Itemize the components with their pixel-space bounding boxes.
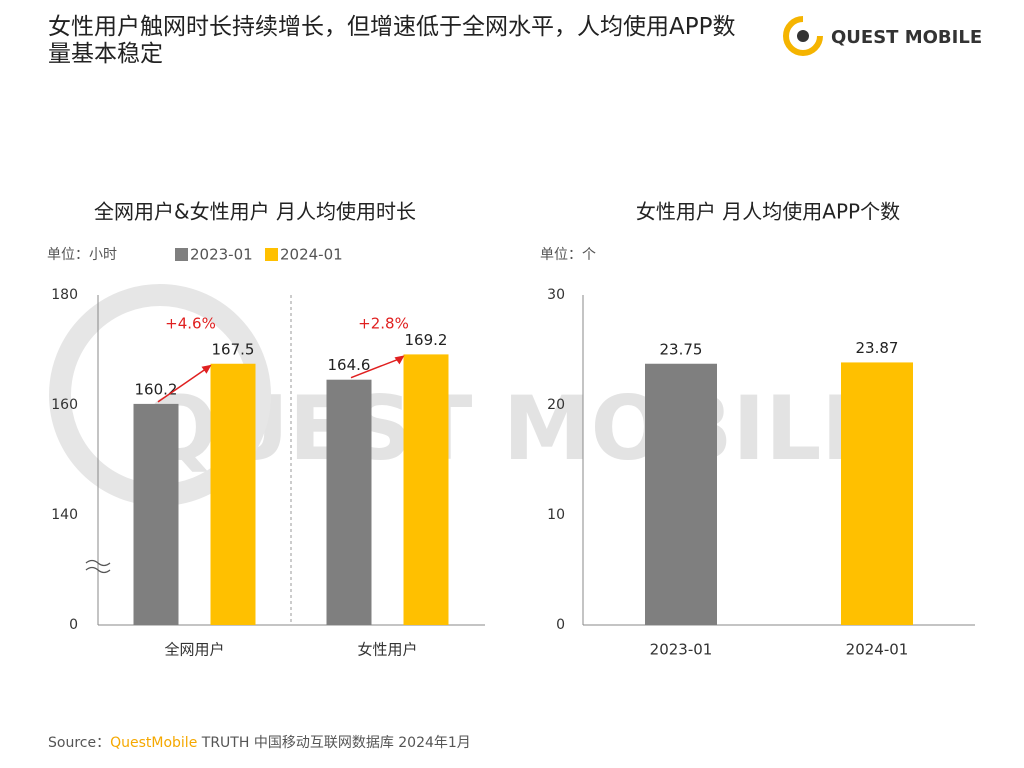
value-label: 160.2	[135, 380, 178, 398]
bar	[326, 379, 372, 625]
legend-label: 2023-01	[190, 246, 253, 264]
legend-swatch	[265, 248, 278, 261]
value-label: 167.5	[212, 340, 255, 358]
y-tick-label: 180	[51, 287, 78, 303]
source: Source：QuestMobile TRUTH 中国移动互联网数据库 2024…	[48, 732, 471, 752]
value-label: 169.2	[405, 331, 448, 349]
logo-dot	[797, 30, 809, 42]
y-tick-label: 0	[556, 617, 565, 633]
unit-label: 单位：个	[540, 247, 596, 263]
x-tick-label: 女性用户	[357, 641, 417, 659]
bar	[645, 363, 717, 625]
bar	[210, 363, 256, 625]
logo: QUEST MOBILE	[783, 16, 982, 56]
axis-break	[85, 559, 111, 574]
y-tick-label: 140	[51, 507, 78, 523]
change-label: +2.8%	[358, 315, 409, 333]
bar	[841, 362, 913, 625]
x-tick-label: 2024-01	[846, 641, 909, 659]
logo-text: QUEST MOBILE	[831, 27, 982, 48]
slide-title: 女性用户触网时长持续增长，但增速低于全网水平，人均使用APP数量基本稳定	[48, 14, 736, 67]
x-tick-label: 2023-01	[650, 641, 713, 659]
legend-swatch	[175, 248, 188, 261]
chart-title: 女性用户 月人均使用APP个数	[636, 200, 900, 224]
value-label: 23.75	[660, 340, 703, 358]
legend-label: 2024-01	[280, 246, 343, 264]
y-tick-label: 30	[547, 287, 565, 303]
change-arrowhead	[201, 364, 212, 374]
bar	[133, 403, 179, 625]
change-arrow	[157, 367, 208, 403]
source-brand: QuestMobile	[110, 735, 198, 751]
bar	[403, 354, 449, 625]
value-label: 164.6	[328, 356, 371, 374]
change-arrow	[350, 357, 401, 379]
y-tick-label: 20	[547, 397, 565, 413]
source-text: TRUTH 中国移动互联网数据库 2024年1月	[201, 735, 471, 751]
chart-title: 全网用户&女性用户 月人均使用时长	[94, 200, 416, 224]
change-label: +4.6%	[165, 315, 216, 333]
logo-ring	[783, 16, 823, 56]
unit-label: 单位：小时	[47, 247, 117, 263]
y-tick-label: 0	[69, 617, 78, 633]
y-tick-label: 10	[547, 507, 565, 523]
source-label: Source：	[48, 735, 111, 751]
value-label: 23.87	[856, 339, 899, 357]
change-arrowhead	[394, 355, 405, 365]
x-tick-label: 全网用户	[164, 641, 224, 659]
y-tick-label: 160	[51, 397, 78, 413]
